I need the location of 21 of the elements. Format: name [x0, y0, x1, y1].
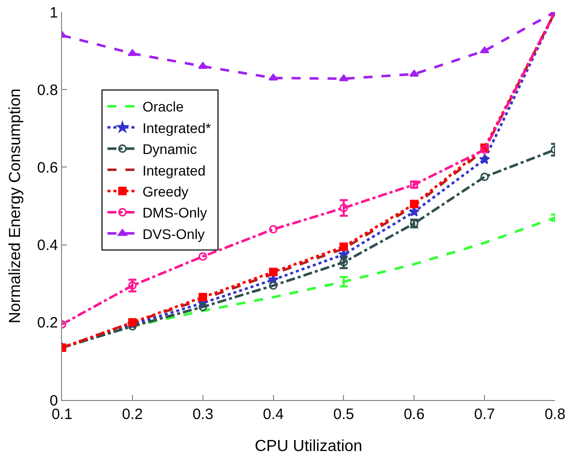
y-tick-label: 0.8	[37, 82, 58, 99]
y-tick-label: 0.6	[37, 159, 58, 176]
x-tick-label: 0.8	[544, 406, 566, 423]
legend-label: DVS-Only	[142, 226, 205, 242]
x-tick-label: 0.4	[262, 406, 284, 423]
legend-label: Oracle	[142, 98, 184, 115]
y-axis-title: Normalized Energy Consumption	[7, 88, 24, 324]
legend-label: Greedy	[142, 183, 188, 200]
legend-label: DMS-Only	[142, 204, 208, 221]
x-axis-title: CPU Utilization	[254, 438, 362, 455]
x-tick-label: 0.5	[333, 406, 354, 423]
x-tick-label: 0.7	[474, 406, 495, 423]
y-tick-label: 0.4	[37, 237, 58, 254]
legend-label: Integrated	[142, 162, 206, 178]
x-tick-label: 0.6	[404, 406, 425, 423]
y-tick-label: 0.2	[37, 314, 58, 332]
legend-label: Integrated*	[142, 120, 212, 136]
x-tick-label: 0.3	[192, 406, 214, 423]
y-tick-label: 1	[50, 4, 58, 22]
x-tick-label: 0.2	[122, 406, 143, 423]
legend-label: Dynamic	[142, 141, 197, 158]
